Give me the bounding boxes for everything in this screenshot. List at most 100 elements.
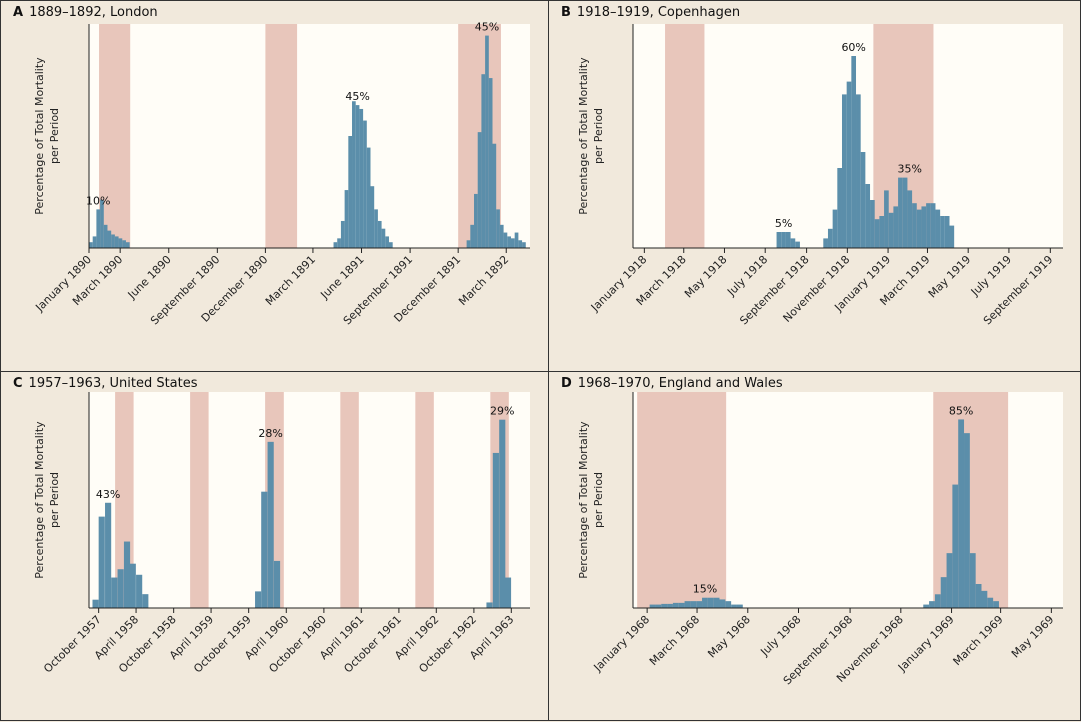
panel-c-bar	[267, 441, 274, 608]
panel-a-bar	[507, 236, 511, 248]
panel-a-bar	[352, 101, 356, 248]
panel-b-bar	[827, 228, 833, 248]
panel-b-data-label: 60%	[841, 41, 865, 54]
panel-b-bar	[865, 184, 871, 248]
panel-d-bar	[940, 577, 947, 608]
panel-b-x-tick-label: May 1918	[682, 253, 730, 301]
panel-d-bar	[981, 590, 988, 608]
panel-b-bar	[898, 177, 903, 248]
panel-a-bar	[111, 234, 115, 248]
panel-d-bar	[713, 597, 720, 608]
panel-a-bar	[470, 224, 475, 248]
panel-a-data-label: 45%	[345, 90, 369, 103]
panel-a-bar	[374, 209, 378, 248]
panel-c-letter: C	[13, 376, 23, 391]
panel-a-bar	[333, 242, 338, 248]
panel-b-bar	[870, 200, 875, 248]
panel-c-bar	[255, 591, 262, 608]
panel-a-shaded-period	[99, 24, 131, 248]
panel-b-x-tick-label: September 1919	[981, 253, 1055, 327]
panel-a-bar	[122, 240, 126, 248]
panel-b-bar	[781, 232, 786, 248]
panel-a-bar	[485, 35, 489, 248]
panel-b-bar	[930, 203, 936, 248]
panel-d-y-axis-label: Percentage of Total Mortality per Period	[577, 421, 605, 579]
panel-b-bar	[884, 190, 889, 248]
panel-d-bar	[934, 594, 941, 608]
panel-a-shaded-period	[265, 24, 298, 248]
panel-d-bar	[731, 604, 737, 608]
panel-b-x-tick-label: September 1918	[737, 253, 811, 327]
panel-d-bar	[964, 433, 970, 608]
panel-b-shaded-period	[665, 24, 705, 248]
panel-b-bar	[888, 212, 894, 248]
panel-a-bar	[92, 236, 97, 248]
panel-d-bar	[690, 601, 697, 608]
panel-d-x-tick-label: March 1969	[951, 613, 1006, 668]
panel-b-bar	[902, 177, 908, 248]
panel-a-bar	[477, 132, 482, 248]
panel-d-data-label: 15%	[693, 583, 717, 596]
panel-b-bar	[776, 232, 782, 248]
panel-b-bar	[874, 219, 880, 248]
panel-c-shaded-period	[415, 392, 434, 608]
panel-d-title: D 1968–1970, England and Wales	[561, 376, 783, 391]
panel-a-bar	[492, 143, 497, 248]
panel-a-bar	[474, 193, 478, 248]
panel-a-bar	[348, 136, 353, 248]
panel-d-bar	[736, 604, 743, 608]
panel-a-bar	[363, 120, 367, 248]
panel-c-bar	[136, 574, 143, 608]
panel-a-bar	[522, 242, 526, 248]
panel-c-data-label: 29%	[490, 405, 514, 418]
panel-a-title: A 1889–1892, London	[13, 5, 158, 20]
panel-d-bar	[923, 604, 930, 608]
panel-b-bar	[949, 225, 955, 248]
panel-a-bar	[103, 224, 108, 248]
panel-d-bar	[667, 603, 673, 608]
panel-a-x-tick-label: June 1891	[318, 253, 367, 302]
panel-a-bar	[481, 74, 486, 248]
panel-d-bar	[672, 602, 679, 608]
panel-a-bar	[518, 240, 523, 248]
panel-b-y-axis-label: Percentage of Total Mortality per Period	[577, 57, 605, 215]
panel-b-bar	[851, 56, 857, 248]
panel-a-bar	[377, 220, 382, 248]
panel-d-x-tick-label: March 1968	[647, 613, 702, 668]
panel-d-bar	[993, 601, 999, 608]
panel-c-plot-area	[89, 392, 530, 608]
panel-b-title: B 1918–1919, Copenhagen	[561, 5, 740, 20]
panel-a: January 1890 March 1890 June 1890 September…	[0, 0, 549, 372]
panel-c-bar	[111, 577, 118, 608]
panel-c-bar	[117, 569, 124, 608]
panel-d-bar	[649, 604, 656, 608]
panel-a-plot-area	[89, 24, 530, 248]
panel-b-bar	[846, 81, 852, 248]
panel-c-shaded-period	[190, 392, 209, 608]
panel-a-bar	[96, 209, 101, 248]
panel-a-bar	[359, 108, 364, 248]
panel-d-bar	[969, 553, 976, 608]
panel-d-bar	[946, 553, 953, 608]
panel-b-letter: B	[561, 5, 571, 20]
panel-b-bar	[860, 152, 866, 248]
panel-d-letter: D	[561, 376, 572, 391]
panel-c-bar	[261, 491, 268, 608]
panel-b-bar	[856, 94, 861, 249]
panel-d-bar	[958, 419, 965, 608]
panel-d-bar	[678, 602, 685, 608]
panel-a-bar	[510, 238, 515, 248]
panel-d-x-tick-label: May 1968	[705, 613, 753, 661]
panel-b-bar	[944, 216, 950, 248]
panel-c-bar	[504, 577, 512, 608]
panel-c-x-tick-label: October 1957	[41, 613, 104, 676]
panel-a-bar	[125, 242, 130, 248]
panel-d-bar	[987, 597, 994, 608]
panel-d-bar	[696, 601, 703, 608]
panel-d-title-text: 1968–1970, England and Wales	[577, 376, 783, 391]
panel-c-bar	[142, 594, 149, 608]
panel-a-bar	[118, 238, 123, 248]
panel-a-x-tick-label: March 1892	[456, 253, 511, 308]
panel-b-bar	[841, 94, 847, 249]
